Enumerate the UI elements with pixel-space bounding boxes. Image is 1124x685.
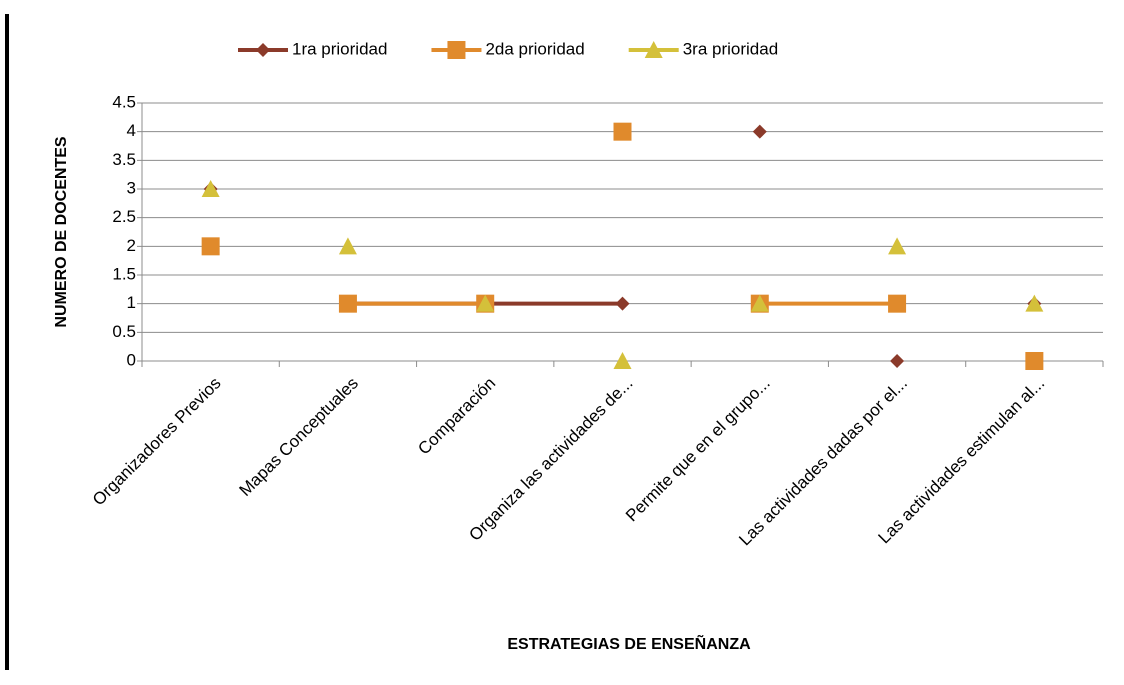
legend-label: 1ra prioridad (292, 39, 387, 58)
legend-marker (644, 41, 663, 58)
x-tick-label: Organizadores Previos (89, 374, 225, 510)
legend-item: 2da prioridad (431, 39, 585, 59)
x-tick-label: Mapas Conceptuales (236, 374, 362, 500)
legend-marker (447, 41, 466, 59)
marker (750, 294, 769, 312)
marker (338, 294, 357, 313)
y-tick-label: 1.5 (112, 264, 136, 283)
x-tick-label: Permite que en el grupo... (622, 374, 774, 526)
marker (888, 294, 907, 313)
y-tick-label: 0 (127, 350, 136, 369)
marker (1025, 352, 1044, 370)
x-tick-label: Organiza las actividades de... (465, 374, 636, 545)
y-tick-label: 2 (127, 236, 136, 255)
legend-item: 1ra prioridad (238, 39, 387, 58)
y-tick-label: 1 (127, 293, 136, 312)
y-tick-label: 4 (127, 121, 136, 140)
x-axis-title: ESTRATEGIAS DE ENSEÑANZA (507, 633, 751, 653)
y-tick-label: 2.5 (112, 207, 136, 226)
marker (613, 352, 632, 369)
marker (890, 354, 905, 368)
y-tick-label: 0.5 (112, 322, 136, 341)
marker (615, 296, 630, 311)
marker (201, 237, 220, 256)
marker (476, 294, 495, 312)
legend-marker (256, 43, 270, 57)
marker (752, 124, 767, 139)
legend-item: 3ra prioridad (628, 39, 778, 58)
legend-label: 3ra prioridad (683, 39, 778, 58)
x-tick-label: Las actividades estimulan al... (875, 374, 1049, 548)
marker (201, 180, 220, 197)
y-tick-label: 3 (127, 178, 136, 197)
marker (888, 237, 907, 255)
marker (1025, 294, 1044, 312)
legend-label: 2da prioridad (485, 39, 584, 58)
y-axis-title: NUMERO DE DOCENTES (53, 136, 70, 327)
y-tick-label: 3.5 (112, 150, 136, 169)
frame-edge (5, 14, 9, 670)
x-tick-label: Comparación (414, 374, 499, 459)
marker (613, 122, 632, 141)
marker (338, 237, 357, 255)
y-tick-label: 4.5 (112, 92, 136, 111)
